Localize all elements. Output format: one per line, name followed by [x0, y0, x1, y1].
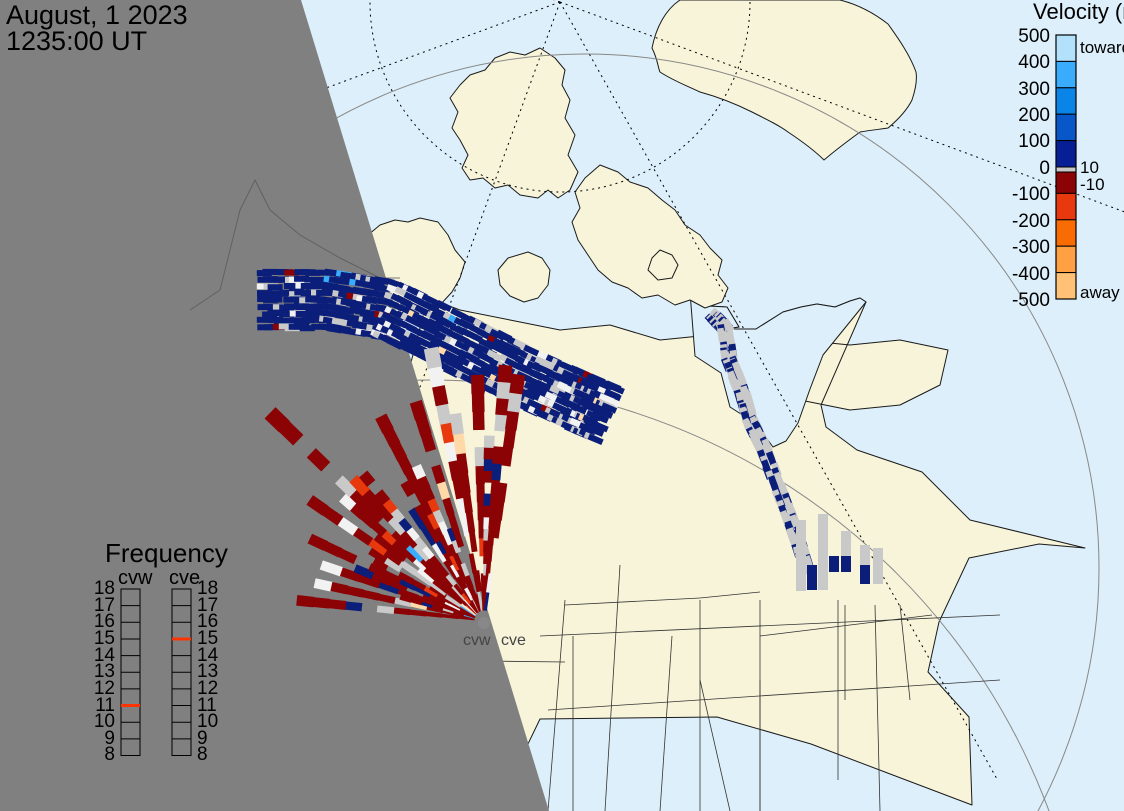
svg-text:-100: -100 [1012, 184, 1050, 205]
svg-text:-10: -10 [1080, 175, 1105, 194]
svg-text:cve: cve [501, 632, 526, 649]
svg-text:300: 300 [1018, 79, 1050, 100]
svg-text:100: 100 [1018, 131, 1050, 152]
svg-text:500: 500 [1018, 26, 1050, 47]
svg-text:-400: -400 [1012, 264, 1050, 285]
svg-text:cvw: cvw [463, 632, 491, 649]
svg-text:cve: cve [169, 567, 200, 589]
svg-text:1235:00 UT: 1235:00 UT [6, 26, 147, 56]
svg-text:0: 0 [1039, 158, 1050, 179]
svg-text:Velocity (m/s): Velocity (m/s) [1033, 0, 1124, 24]
svg-text:away: away [1080, 283, 1120, 302]
svg-text:toward: toward [1080, 38, 1124, 57]
svg-text:400: 400 [1018, 52, 1050, 73]
svg-text:Frequency: Frequency [105, 538, 228, 568]
svg-text:8: 8 [197, 744, 208, 765]
svg-text:8: 8 [104, 744, 115, 765]
svg-text:cvw: cvw [118, 567, 153, 589]
svg-text:-300: -300 [1012, 237, 1050, 258]
svg-text:200: 200 [1018, 105, 1050, 126]
svg-text:-200: -200 [1012, 211, 1050, 232]
svg-text:-500: -500 [1012, 290, 1050, 311]
